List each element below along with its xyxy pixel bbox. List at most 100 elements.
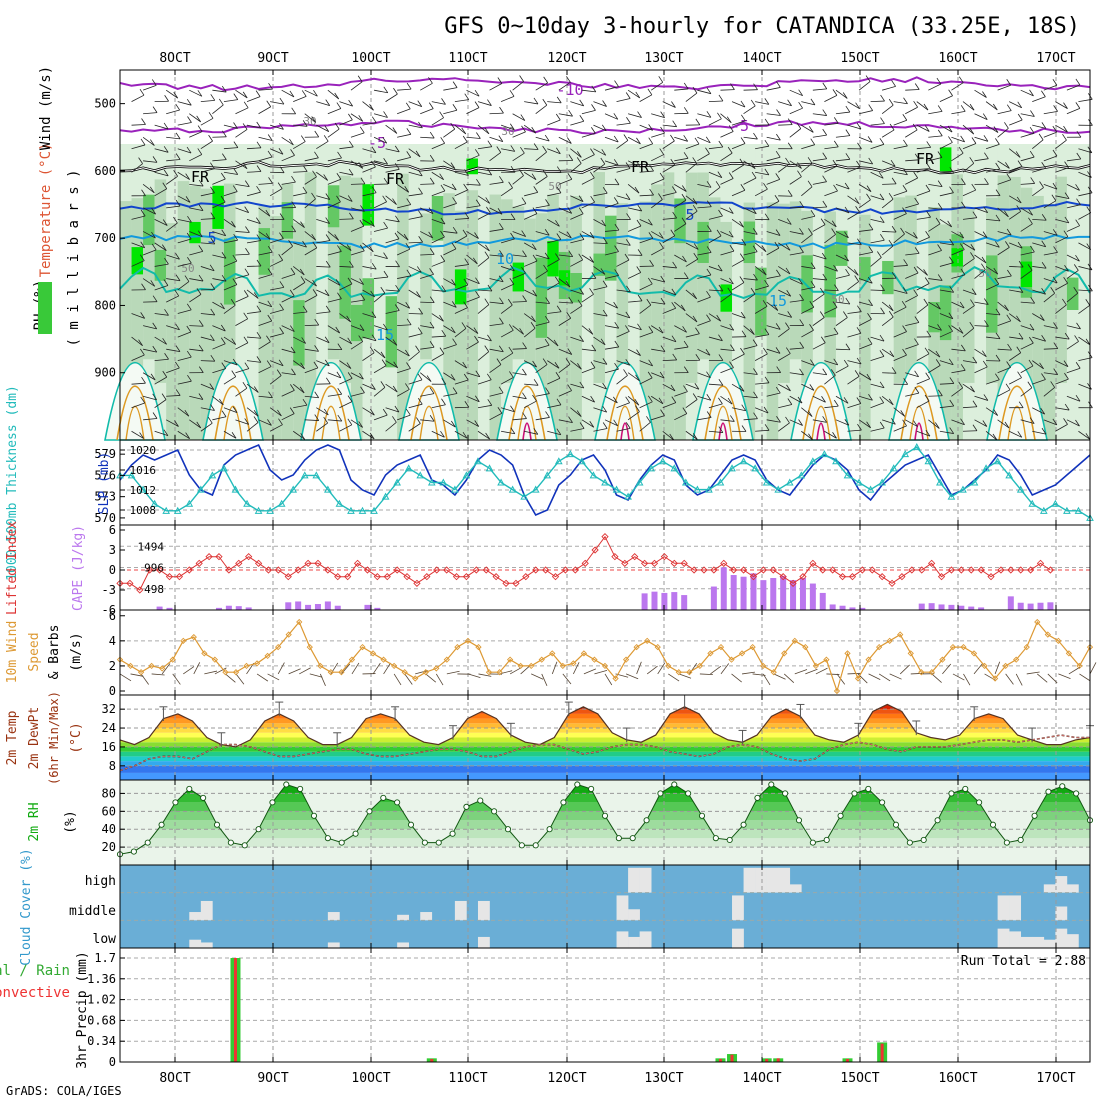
cloud-bar bbox=[617, 895, 629, 920]
precip-tick-label: 1.36 bbox=[87, 972, 116, 986]
wind10m-barb bbox=[173, 674, 181, 685]
cloud-bar bbox=[397, 942, 409, 948]
precip-tick-label: 0.68 bbox=[87, 1013, 116, 1027]
wind10m-barb bbox=[1090, 662, 1096, 674]
cape-bar bbox=[958, 606, 964, 610]
isotherm-label-FR: FR bbox=[386, 170, 405, 188]
rh2m-point bbox=[547, 827, 552, 832]
time-tick-top: 16OCT bbox=[938, 51, 977, 66]
wind10m-barb bbox=[447, 671, 460, 674]
wind10m-barb bbox=[257, 674, 268, 681]
rh-shade bbox=[132, 247, 144, 274]
time-tick-top: 9OCT bbox=[257, 51, 288, 66]
rh-shade bbox=[824, 245, 836, 317]
wind10m-barb bbox=[710, 666, 720, 674]
time-tick-bottom: 12OCT bbox=[547, 1071, 586, 1086]
rh2m-point bbox=[228, 840, 233, 845]
wind10m-barb bbox=[784, 674, 794, 683]
temp-color-bands bbox=[120, 695, 1090, 780]
cape-bar bbox=[335, 606, 341, 610]
cape-bar bbox=[236, 606, 242, 610]
panel-frame bbox=[120, 948, 1090, 1062]
dewpoint2m-axis-label: 2m DewPt bbox=[27, 707, 42, 770]
cloud-bar bbox=[1009, 931, 1021, 948]
wind10m-barb bbox=[384, 663, 391, 674]
wind10m-barb bbox=[531, 674, 543, 679]
wind10m-barb bbox=[278, 663, 284, 674]
cloud-bar bbox=[397, 915, 409, 921]
rh2m-point bbox=[672, 782, 677, 787]
rh2m-point bbox=[575, 782, 580, 787]
wind10m-barb bbox=[436, 674, 443, 685]
rh2m-point bbox=[810, 840, 815, 845]
precip-conv-bar bbox=[234, 958, 237, 1062]
rh2m-point bbox=[644, 818, 649, 823]
rh2m-point bbox=[1018, 837, 1023, 842]
wind10m-barb bbox=[668, 674, 679, 681]
wind10m-barb bbox=[194, 662, 200, 674]
pressure-tick-label: 600 bbox=[94, 164, 116, 178]
rh2m-point bbox=[381, 795, 386, 800]
wind10m-axis-label-unit: (m/s) bbox=[69, 632, 84, 671]
cloud-bar bbox=[628, 909, 640, 920]
cape-bar bbox=[939, 604, 945, 610]
cape-bar bbox=[1008, 596, 1014, 610]
rh2m-point bbox=[602, 813, 607, 818]
temp2m-axis-label: 2m Temp bbox=[5, 710, 20, 765]
cape-bar bbox=[681, 595, 687, 610]
cape-bar bbox=[226, 606, 232, 610]
cape-bar bbox=[731, 575, 737, 610]
cape-bar bbox=[770, 578, 776, 610]
rh2m-point bbox=[505, 827, 510, 832]
cloud-bar bbox=[1044, 884, 1056, 892]
time-tick-bottom: 8OCT bbox=[159, 1071, 190, 1086]
rh2m-point bbox=[242, 843, 247, 848]
wind10m-tick-label: 6 bbox=[109, 609, 116, 623]
wind-barb bbox=[201, 361, 215, 362]
wind10m-barb bbox=[552, 662, 557, 674]
rh2m-point bbox=[824, 837, 829, 842]
cape-bar bbox=[315, 604, 321, 610]
cloud-bar bbox=[732, 895, 744, 920]
cloud-bar bbox=[478, 937, 490, 948]
rh2m-point bbox=[838, 813, 843, 818]
rh2m-band bbox=[120, 829, 1090, 838]
rh2m-point bbox=[478, 798, 483, 803]
wind10m-barb bbox=[1069, 667, 1080, 674]
rh2m-point bbox=[436, 840, 441, 845]
rh2m-point bbox=[1074, 791, 1079, 796]
cape-bar bbox=[750, 573, 756, 610]
wind-barb bbox=[720, 90, 734, 91]
cloud-bar bbox=[1055, 876, 1067, 893]
lifted-index-tick-label: 6 bbox=[109, 523, 116, 537]
cape-bar bbox=[1047, 602, 1053, 610]
rh-shade bbox=[697, 172, 709, 359]
rh2m-point bbox=[533, 843, 538, 848]
time-tick-top: 10OCT bbox=[351, 51, 390, 66]
time-tick-bottom: 14OCT bbox=[742, 1071, 781, 1086]
isotherm-label-5: 5 bbox=[207, 229, 216, 247]
temperature-axis-label: Temperature (°C) bbox=[38, 143, 54, 278]
cape-bar bbox=[948, 605, 954, 610]
cape-bar bbox=[810, 584, 816, 610]
rh-shade bbox=[940, 285, 952, 340]
temp-band bbox=[120, 728, 1090, 733]
rh2m-point bbox=[1004, 840, 1009, 845]
isotherm-label--10: -10 bbox=[556, 81, 583, 99]
rh2m-point bbox=[977, 800, 982, 805]
time-tick-top: 17OCT bbox=[1036, 51, 1075, 66]
cloud-bar bbox=[640, 868, 652, 893]
wind10m-tick-label: 2 bbox=[109, 659, 116, 673]
cape-tick-label: 1494 bbox=[138, 540, 165, 553]
cape-tick-label: 996 bbox=[144, 562, 164, 575]
rh2m-band bbox=[120, 820, 1090, 829]
plot-layers: 8OCT8OCT9OCT9OCT10OCT10OCT11OCT11OCT12OC… bbox=[0, 51, 1100, 1086]
rh2m-tick-label: 20 bbox=[102, 840, 116, 854]
cape-bar bbox=[840, 606, 846, 610]
wind10m-barb bbox=[183, 667, 194, 674]
precip-conv-bar bbox=[777, 1058, 780, 1062]
wind10m-barb bbox=[995, 662, 1000, 674]
rh-shade bbox=[455, 269, 467, 304]
rh2m-point bbox=[686, 791, 691, 796]
rh2m-point bbox=[173, 800, 178, 805]
